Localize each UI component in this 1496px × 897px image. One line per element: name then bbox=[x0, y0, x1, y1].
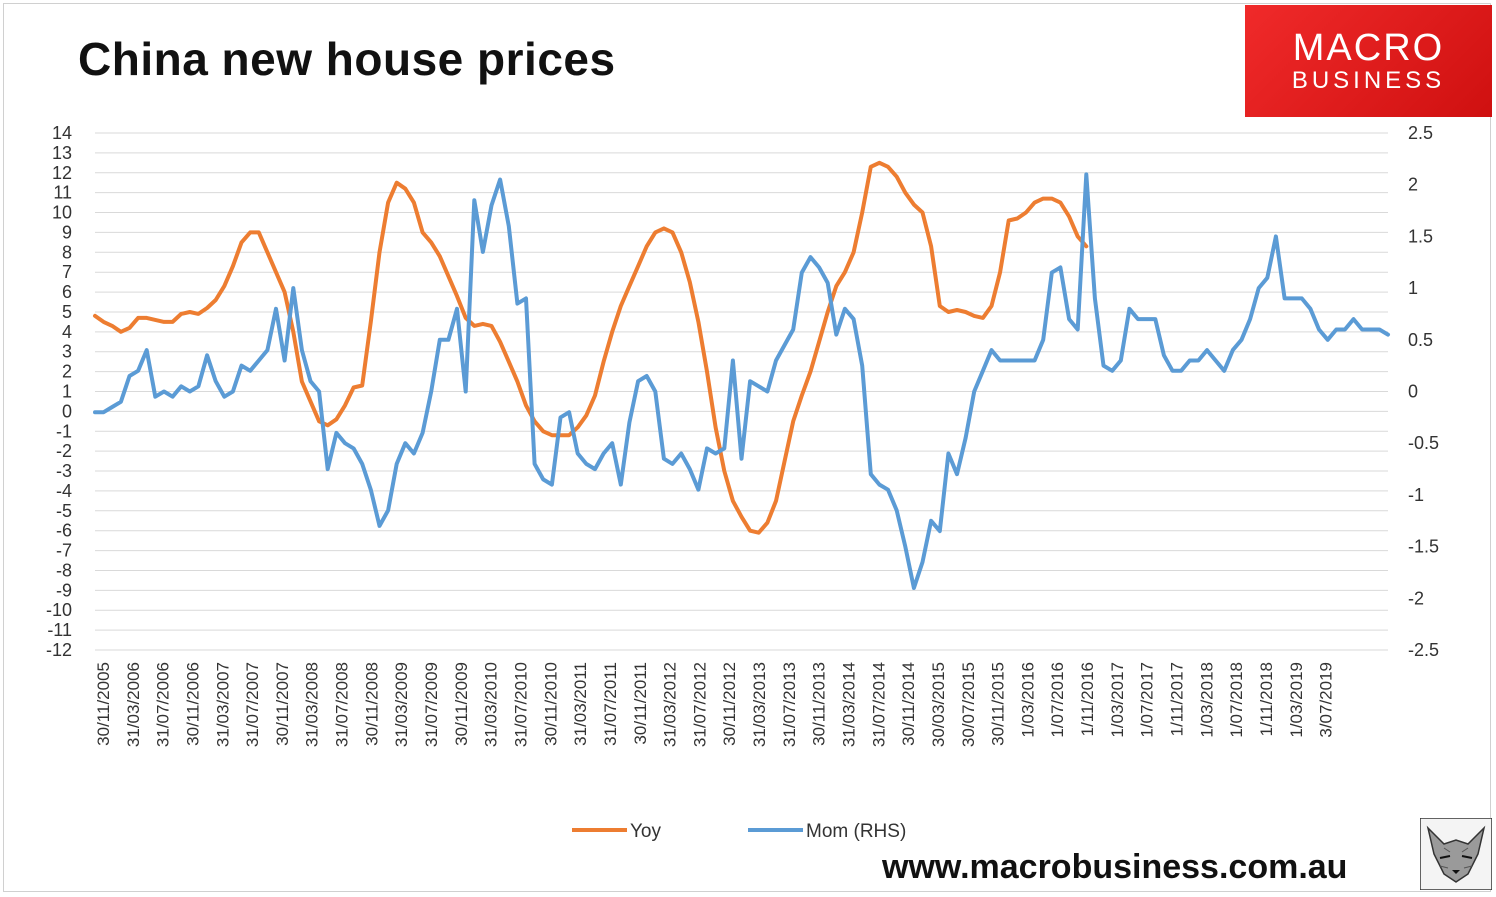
series-line-yoy bbox=[93, 160, 1089, 535]
y-left-tick-label: 14 bbox=[52, 123, 72, 143]
x-tick-label: 31/03/2007 bbox=[213, 662, 232, 747]
y-right-tick-label: 1.5 bbox=[1408, 226, 1433, 246]
chart-gridlines bbox=[95, 132, 1388, 651]
x-tick-label: 31/07/2013 bbox=[780, 662, 799, 747]
chart-series bbox=[93, 160, 1390, 590]
x-tick-label: 30/11/2014 bbox=[899, 662, 918, 746]
page-title: China new house prices bbox=[78, 33, 616, 85]
y-left-tick-label: 3 bbox=[62, 342, 72, 362]
x-tick-label: 31/03/2006 bbox=[124, 662, 143, 747]
x-tick-label: 31/07/2011 bbox=[601, 662, 620, 746]
y-left-tick-label: 2 bbox=[62, 362, 72, 382]
y-left-tick-label: 9 bbox=[62, 222, 72, 242]
y-right-tick-label: 0.5 bbox=[1408, 330, 1433, 350]
x-tick-label: 1/11/2018 bbox=[1257, 662, 1276, 736]
x-tick-label: 31/03/2012 bbox=[661, 662, 680, 747]
y-left-tick-label: -10 bbox=[46, 600, 72, 620]
y-left-tick-label: 10 bbox=[52, 203, 72, 223]
fox-logo-icon bbox=[1420, 818, 1492, 890]
x-tick-label: 31/03/2011 bbox=[571, 662, 590, 746]
x-tick-label: 30/11/2015 bbox=[989, 662, 1008, 746]
y-left-tick-label: 4 bbox=[62, 322, 72, 342]
x-tick-label: 31/03/2013 bbox=[750, 662, 769, 747]
x-tick-label: 30/07/2015 bbox=[959, 662, 978, 747]
y-right-tick-label: 1 bbox=[1408, 278, 1418, 298]
y-left-tick-label: 13 bbox=[52, 143, 72, 163]
x-tick-label: 30/11/2008 bbox=[362, 662, 381, 746]
x-tick-label: 1/07/2017 bbox=[1138, 662, 1157, 738]
y-left-tick-label: -2 bbox=[56, 441, 72, 461]
y-right-tick-label: -2 bbox=[1408, 588, 1424, 608]
x-tick-label: 30/11/2006 bbox=[183, 662, 202, 746]
x-tick-label: 31/07/2006 bbox=[154, 662, 173, 747]
y-right-tick-label: 2.5 bbox=[1408, 123, 1433, 143]
x-tick-label: 31/03/2009 bbox=[392, 662, 411, 747]
x-tick-label: 1/11/2016 bbox=[1078, 662, 1097, 736]
y-left-tick-label: -8 bbox=[56, 560, 72, 580]
logo-line-2: BUSINESS bbox=[1291, 67, 1446, 94]
x-tick-label: 31/03/2014 bbox=[840, 662, 859, 747]
x-tick-label: 30/11/2010 bbox=[541, 662, 560, 746]
x-tick-label: 30/03/2015 bbox=[929, 662, 948, 747]
logo-line-1: MACRO bbox=[1292, 27, 1445, 69]
x-tick-label: 30/11/2007 bbox=[273, 662, 292, 746]
x-tick-label: 30/11/2011 bbox=[631, 662, 650, 745]
macro-business-logo: MACRO BUSINESS bbox=[1245, 5, 1492, 117]
chart-frame bbox=[3, 3, 1491, 892]
y-left-tick-label: 11 bbox=[53, 183, 72, 203]
y-left-tick-label: -11 bbox=[47, 620, 72, 640]
y-left-tick-label: -12 bbox=[46, 640, 72, 660]
x-tick-label: 30/11/2013 bbox=[810, 662, 829, 746]
y-left-tick-label: 5 bbox=[62, 302, 72, 322]
x-tick-label: 30/11/2005 bbox=[94, 662, 113, 746]
y-right-tick-label: 2 bbox=[1408, 175, 1418, 195]
y-left-tick-label: -1 bbox=[56, 421, 72, 441]
x-tick-label: 30/11/2009 bbox=[452, 662, 471, 746]
series-line-mom bbox=[93, 172, 1390, 590]
y-left-tick-label: 7 bbox=[62, 262, 72, 282]
x-tick-label: 31/03/2008 bbox=[303, 662, 322, 747]
legend-label: Mom (RHS) bbox=[806, 821, 906, 842]
x-tick-label: 30/11/2012 bbox=[720, 662, 739, 746]
x-tick-label: 31/07/2009 bbox=[422, 662, 441, 747]
x-tick-label: 1/11/2017 bbox=[1168, 662, 1187, 736]
x-tick-label: 31/07/2014 bbox=[869, 662, 888, 747]
x-tick-label: 31/07/2008 bbox=[333, 662, 352, 747]
y-right-tick-label: -1 bbox=[1408, 485, 1424, 505]
y-right-tick-label: 0 bbox=[1408, 382, 1418, 402]
y-left-tick-label: 8 bbox=[62, 242, 72, 262]
y-axis-right: 2.5 2 1.5 1 0.5 0 -0.5 -1 -1.5 -2 -2.5 bbox=[1408, 123, 1439, 660]
y-left-tick-label: 0 bbox=[62, 401, 72, 421]
y-left-tick-label: 12 bbox=[52, 163, 72, 183]
x-tick-label: 1/03/2018 bbox=[1197, 662, 1216, 738]
x-tick-label: 1/03/2019 bbox=[1287, 662, 1306, 738]
x-tick-label: 1/07/2018 bbox=[1227, 662, 1246, 738]
y-left-tick-label: -9 bbox=[56, 580, 72, 600]
x-axis: 30/11/2005 31/03/2006 31/07/2006 30/11/2006… bbox=[94, 662, 1336, 747]
y-left-tick-label: 1 bbox=[62, 382, 72, 402]
x-tick-label: 3/07/2019 bbox=[1317, 662, 1336, 738]
legend-label: Yoy bbox=[630, 821, 661, 842]
y-left-tick-label: -6 bbox=[56, 521, 72, 541]
chart-legend: Yoy Mom (RHS) bbox=[572, 821, 906, 842]
x-tick-label: 31/03/2010 bbox=[482, 662, 501, 747]
x-tick-label: 1/03/2016 bbox=[1018, 662, 1037, 738]
y-right-tick-label: -2.5 bbox=[1408, 640, 1439, 660]
x-tick-label: 31/07/2012 bbox=[690, 662, 709, 747]
x-tick-label: 31/07/2010 bbox=[511, 662, 530, 747]
y-axis-left: -12-11-10-9-8-7-6-5-4-3-2-10123456789101… bbox=[46, 123, 72, 660]
x-tick-label: 1/03/2017 bbox=[1108, 662, 1127, 738]
y-left-tick-label: -4 bbox=[56, 481, 72, 501]
y-right-tick-label: -0.5 bbox=[1408, 433, 1439, 453]
y-right-tick-label: -1.5 bbox=[1408, 537, 1439, 557]
website-url: www.macrobusiness.com.au bbox=[882, 848, 1348, 886]
y-left-tick-label: 6 bbox=[62, 282, 72, 302]
x-tick-label: 1/07/2016 bbox=[1048, 662, 1067, 738]
x-tick-label: 31/07/2007 bbox=[243, 662, 262, 747]
y-left-tick-label: -7 bbox=[56, 541, 72, 561]
y-left-tick-label: -5 bbox=[56, 501, 72, 521]
y-left-tick-label: -3 bbox=[56, 461, 72, 481]
